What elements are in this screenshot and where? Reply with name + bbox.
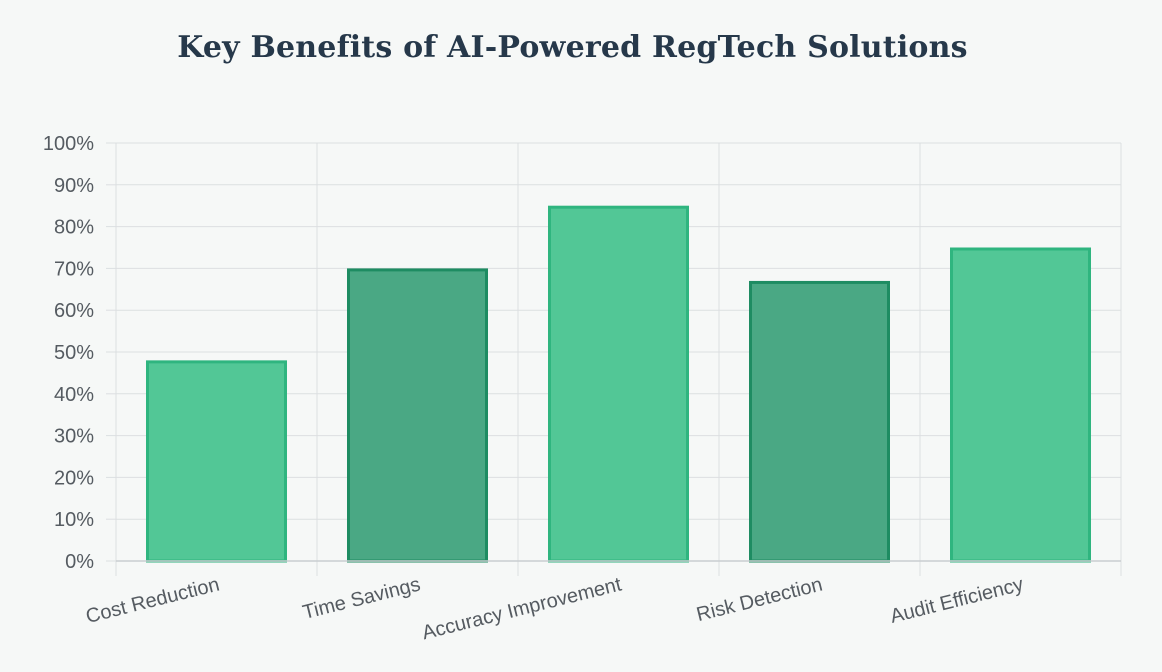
x-tick-label: Cost Reduction: [84, 574, 222, 628]
y-tick-label: 40%: [54, 384, 94, 406]
y-tick-label: 30%: [54, 426, 94, 448]
y-tick-label: 50%: [54, 342, 94, 364]
y-tick-label: 70%: [54, 258, 94, 280]
bar: [950, 247, 1091, 563]
axes: [106, 142, 1121, 562]
x-tick-label: Risk Detection: [694, 574, 824, 627]
bar: [347, 268, 488, 563]
x-tick-label: Time Savings: [301, 574, 423, 624]
bar: [749, 280, 890, 563]
y-tick-label: 60%: [54, 300, 94, 322]
bars: [146, 205, 1091, 563]
bar: [548, 205, 689, 563]
x-tick-label: Audit Efficiency: [888, 574, 1026, 628]
y-tick-label: 100%: [43, 133, 94, 155]
y-tick-labels: 0% 10% 20% 30% 40% 50% 60% 70% 80% 90% 100%: [43, 133, 94, 573]
y-tick-label: 0%: [65, 551, 94, 573]
y-tick-label: 90%: [54, 175, 94, 197]
y-tick-label: 80%: [54, 217, 94, 239]
y-tick-label: 10%: [54, 509, 94, 531]
chart-title: Key Benefits of AI-Powered RegTech Solut…: [177, 30, 968, 65]
bar: [146, 360, 287, 563]
x-tick-label: Accuracy Improvement: [420, 573, 624, 644]
y-tick-label: 20%: [54, 467, 94, 489]
